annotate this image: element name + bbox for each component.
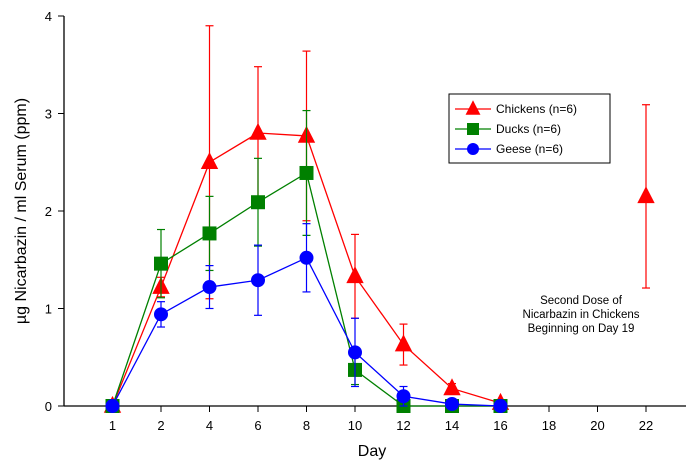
series-layer <box>103 25 655 413</box>
series-geese <box>105 223 508 413</box>
y-tick-label: 0 <box>45 399 52 414</box>
legend-label: Chickens (n=6) <box>496 102 577 116</box>
x-tick-label: 16 <box>493 418 507 433</box>
data-point <box>251 195 265 210</box>
data-point <box>396 389 411 404</box>
data-point <box>251 273 265 288</box>
x-tick-label: 2 <box>157 418 164 433</box>
x-tick-label: 1 <box>109 418 116 433</box>
x-tick-label: 6 <box>254 418 261 433</box>
data-point <box>249 122 267 140</box>
y-tick-label: 4 <box>45 9 52 24</box>
x-tick-label: 22 <box>639 418 653 433</box>
data-point <box>443 378 461 396</box>
data-point <box>200 152 219 170</box>
y-tick-label: 3 <box>45 107 52 122</box>
x-tick-label: 18 <box>542 418 556 433</box>
y-tick-label: 2 <box>45 204 52 219</box>
legend-label: Ducks (n=6) <box>496 122 561 136</box>
data-point <box>154 307 168 322</box>
series-chickens <box>103 25 655 413</box>
data-point <box>202 280 217 295</box>
data-point <box>348 345 362 360</box>
x-tick-label: 8 <box>303 418 310 433</box>
legend-marker <box>467 143 479 155</box>
annotation-line: Nicarbazin in Chickens <box>523 309 640 321</box>
legend: Chickens (n=6) Ducks (n=6) Geese (n=6) <box>448 93 611 164</box>
data-point <box>394 334 413 352</box>
y-tick-label: 1 <box>45 302 52 317</box>
data-point <box>637 186 655 204</box>
legend-marker <box>465 100 481 115</box>
data-point <box>202 226 217 241</box>
x-tick-label: 4 <box>206 418 213 433</box>
annotation: Second Dose of Nicarbazin in Chickens Begi… <box>523 295 640 335</box>
x-axis-label: Day <box>358 443 386 460</box>
axes <box>63 16 686 407</box>
y-axis-label: µg Nicarbazin / ml Serum (ppm) <box>13 98 30 324</box>
annotation-line: Second Dose of <box>540 295 623 307</box>
data-point <box>346 266 364 284</box>
data-point <box>299 250 314 265</box>
legend-marker <box>467 123 479 135</box>
x-tick-label: 10 <box>348 418 362 433</box>
data-point <box>445 397 459 412</box>
data-point <box>154 256 168 271</box>
x-tick-label: 20 <box>590 418 604 433</box>
x-tick-label: 12 <box>396 418 410 433</box>
data-point <box>493 399 508 413</box>
legend-label: Geese (n=6) <box>496 142 563 156</box>
annotation-line: Beginning on Day 19 <box>528 323 635 335</box>
x-tick-label: 14 <box>445 418 459 433</box>
data-point <box>105 399 120 413</box>
data-point <box>299 165 314 180</box>
